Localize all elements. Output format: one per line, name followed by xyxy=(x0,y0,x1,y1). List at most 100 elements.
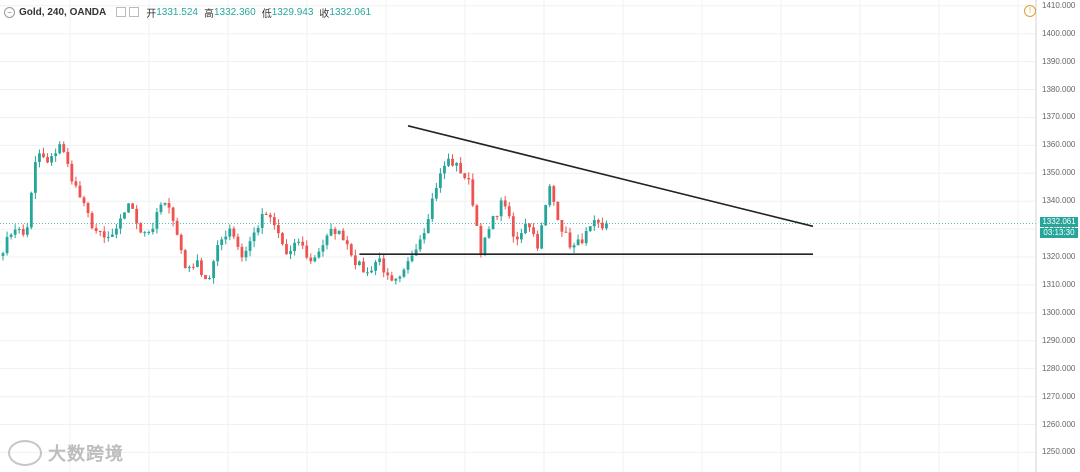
close-icon[interactable] xyxy=(129,7,140,17)
candle-body xyxy=(560,219,564,232)
candle-body xyxy=(139,223,143,233)
close-label: 收 xyxy=(319,8,330,20)
candle-body xyxy=(321,245,325,252)
candle-body xyxy=(46,157,49,163)
candle-body xyxy=(548,186,552,206)
candle-body xyxy=(293,242,296,252)
candle-body xyxy=(503,200,507,207)
low-label: 低 xyxy=(261,8,272,20)
drawings xyxy=(359,125,814,256)
candle-body xyxy=(572,245,576,248)
candle-body xyxy=(507,206,511,217)
candle-body xyxy=(414,249,418,256)
last-price-tag: 1332.061 xyxy=(1040,217,1078,228)
candle-body xyxy=(430,198,434,219)
candle-body xyxy=(378,258,382,263)
candle-body xyxy=(102,231,106,238)
candle-body xyxy=(317,251,321,258)
candle-body xyxy=(175,220,179,235)
candle-body xyxy=(38,153,41,163)
candle-body xyxy=(370,270,373,273)
price-tick-label: 1410.000 xyxy=(1042,0,1076,10)
candle-body xyxy=(86,203,90,214)
candle-body xyxy=(499,200,503,217)
candle-body xyxy=(260,213,264,228)
candle-body xyxy=(524,223,527,234)
candle-body xyxy=(451,158,454,166)
candle-body xyxy=(406,261,410,270)
candle-body xyxy=(13,229,17,235)
candle-body xyxy=(325,235,329,246)
candle-body xyxy=(297,241,301,243)
candle-body xyxy=(511,216,515,237)
candle-body xyxy=(228,228,232,237)
candle-body xyxy=(94,228,98,232)
candle-body xyxy=(204,274,207,280)
symbol-title[interactable]: Gold, 240, OANDA xyxy=(19,6,107,18)
candle-body xyxy=(216,245,220,262)
grid xyxy=(0,0,1036,472)
candle-body xyxy=(402,269,406,277)
candle-body xyxy=(123,212,126,219)
candle-body xyxy=(301,241,305,246)
candle-body xyxy=(515,236,519,240)
candle-body xyxy=(147,231,151,233)
price-tick-label: 1270.000 xyxy=(1042,391,1076,401)
candle-body xyxy=(362,261,365,273)
alert-icon[interactable]: ! xyxy=(1024,5,1036,17)
candle-body xyxy=(410,255,414,262)
candle-body xyxy=(426,218,430,234)
candle-body xyxy=(422,233,426,240)
candle-body xyxy=(495,216,499,218)
candle-body xyxy=(106,236,110,238)
candle-body xyxy=(66,151,70,164)
candle-body xyxy=(58,144,62,154)
candle-body xyxy=(568,232,572,248)
candle-body xyxy=(528,223,531,228)
candle-body xyxy=(467,178,471,180)
candle-body xyxy=(305,245,309,258)
candle-body xyxy=(240,246,244,258)
candle-body xyxy=(333,228,337,234)
candle-body xyxy=(345,240,349,245)
legend-bar: − Gold, 240, OANDA 开 1331.524 高 1332.360 低… xyxy=(4,5,373,20)
candle-body xyxy=(576,239,580,246)
candle-body xyxy=(244,250,248,258)
price-tick-label: 1340.000 xyxy=(1042,196,1076,206)
settings-icon[interactable] xyxy=(116,7,127,17)
candle-body xyxy=(556,201,560,220)
candle-body xyxy=(418,239,422,250)
candle-body xyxy=(580,239,584,244)
candle-body xyxy=(50,156,53,163)
candle-body xyxy=(62,144,66,152)
candle-body xyxy=(564,231,568,233)
candle-body xyxy=(277,225,280,234)
candle-body xyxy=(183,250,187,269)
candle-body xyxy=(159,204,163,213)
candle-body xyxy=(289,251,292,255)
candle-body xyxy=(17,228,21,230)
candle-body xyxy=(475,205,479,226)
candle-body xyxy=(110,234,114,237)
high-value: 1332.360 xyxy=(213,6,256,18)
candle-body xyxy=(131,203,134,209)
candle-body xyxy=(220,239,224,246)
candle-body xyxy=(163,202,167,205)
low-value: 1329.943 xyxy=(271,6,314,18)
candle-body xyxy=(179,234,183,251)
candle-body xyxy=(281,233,284,245)
candle-body xyxy=(187,266,191,269)
collapse-icon[interactable]: − xyxy=(4,6,15,18)
candle-body xyxy=(155,212,159,229)
candle-body xyxy=(394,278,398,281)
price-tick-label: 1250.000 xyxy=(1042,447,1076,457)
candle-body xyxy=(236,236,240,247)
watermark-logo-icon xyxy=(8,440,42,466)
candle-body xyxy=(487,229,491,238)
candle-body xyxy=(208,278,211,280)
descending-resistance-line[interactable] xyxy=(407,125,814,228)
candle-body xyxy=(536,234,539,249)
candle-body xyxy=(483,237,487,255)
candle-body xyxy=(596,220,600,223)
